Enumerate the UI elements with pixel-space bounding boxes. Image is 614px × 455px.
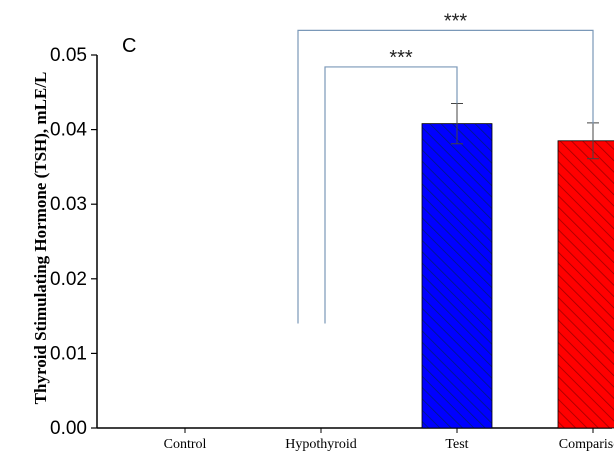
x-tick-label: Hypothyroid [285, 437, 357, 452]
x-tick-label: Control [164, 437, 207, 452]
y-tick-label: 0.04 [50, 120, 87, 141]
significance-brackets: *** *** [297, 10, 594, 324]
y-axis-label: Thyroid Stimulating Hormone (TSH), mLE/L [31, 72, 50, 405]
y-tick-label: 0.03 [50, 194, 87, 215]
x-tick-label: Comparison [559, 437, 614, 452]
y-ticks: 0.00 0.01 0.02 0.03 0.04 0.05 [50, 45, 97, 439]
y-tick-label: 0.02 [50, 269, 87, 290]
significance-bracket [324, 66, 458, 324]
panel-label: C [122, 35, 136, 57]
significance-label: *** [444, 10, 468, 32]
significance-label: *** [389, 47, 413, 69]
axes [96, 55, 612, 429]
x-tick-label: Test [445, 437, 468, 452]
bar-test [421, 123, 493, 429]
y-tick-label: 0.01 [50, 343, 87, 364]
category-labels: Control Hypothyroid Test Comparison [164, 428, 614, 452]
y-tick-label: 0.00 [50, 418, 87, 439]
bars [421, 123, 614, 429]
significance-bracket [297, 29, 594, 324]
bar-comparison [557, 140, 614, 429]
y-tick-label: 0.05 [50, 45, 87, 66]
